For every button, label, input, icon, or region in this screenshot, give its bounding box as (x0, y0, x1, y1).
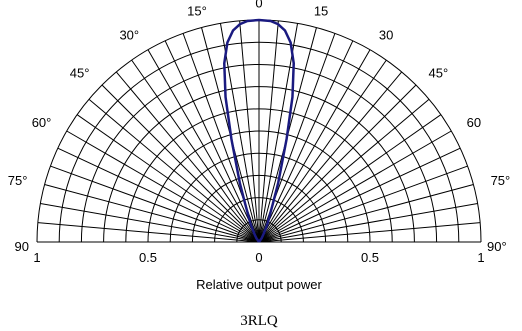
angle-label: 30° (119, 27, 139, 42)
angle-label: 15° (187, 3, 207, 18)
grid-ring (214, 197, 304, 243)
angle-labels: 90 75° 60° 45° 30° 15° 0 15 30 45° 60 75° 90° (8, 0, 511, 254)
x-tick-label: 1 (33, 250, 40, 265)
angle-label: 90 (15, 239, 29, 254)
angle-label: 15 (314, 3, 328, 18)
chart-caption: 3RLQ (240, 313, 278, 329)
radiation-pattern-curve (223, 18, 295, 243)
x-axis-label: Relative output power (196, 277, 322, 292)
angle-label: 60 (467, 115, 481, 130)
grid-ring (125, 108, 393, 243)
angle-label: 75° (491, 173, 511, 188)
angle-label: 90° (487, 239, 507, 254)
angle-label: 45° (70, 65, 90, 80)
angle-label: 75° (8, 173, 28, 188)
angle-label: 45° (429, 65, 449, 80)
polar-grid (36, 19, 482, 243)
angle-label: 0 (255, 0, 262, 10)
grid-ring (147, 130, 371, 243)
x-tick-label: 1 (477, 250, 484, 265)
angle-label: 30 (379, 27, 393, 42)
grid-ring (80, 63, 438, 243)
grid-ring (236, 219, 282, 243)
grid-ring (191, 174, 327, 243)
x-tick-label: 0.5 (361, 250, 379, 265)
grid-ring (169, 152, 349, 243)
angle-label: 60° (32, 115, 52, 130)
x-tick-label: 0 (255, 250, 262, 265)
grid-ring (103, 86, 415, 243)
grid-ring (58, 41, 460, 243)
x-tick-labels: 1 0.5 0 0.5 1 (33, 250, 484, 265)
x-tick-label: 0.5 (139, 250, 157, 265)
